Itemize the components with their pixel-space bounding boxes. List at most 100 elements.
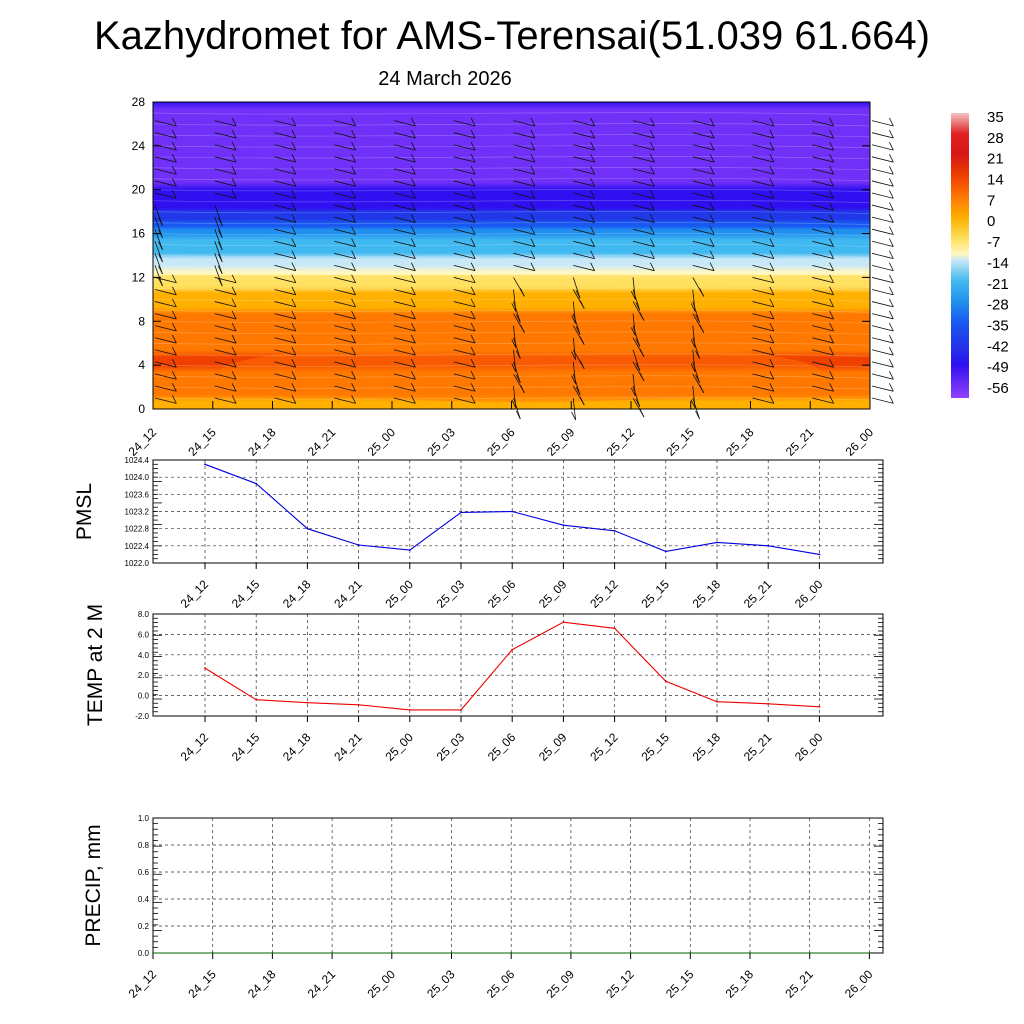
barb-shaft — [812, 132, 834, 139]
barb-shaft — [513, 168, 535, 175]
barb-feather — [410, 310, 416, 320]
barb-shaft — [871, 277, 894, 284]
barb-shaft — [812, 180, 834, 187]
barb-feather — [690, 339, 696, 348]
barb-shaft — [812, 252, 834, 260]
barb-shaft — [692, 192, 715, 199]
barb-feather — [410, 202, 416, 211]
barb-shaft — [632, 385, 641, 408]
field-fill — [153, 102, 870, 409]
contour-line — [152, 134, 871, 138]
colorbar-ramp — [951, 113, 969, 398]
barb-feather — [511, 303, 517, 312]
barb-feather — [470, 298, 476, 308]
barb-feather — [291, 226, 297, 235]
data-point — [331, 952, 333, 954]
barb-shaft — [513, 180, 535, 187]
barb-feather — [829, 322, 834, 332]
contour-line — [152, 386, 871, 390]
barb-shaft — [573, 144, 595, 151]
y-tick-label: 20 — [132, 183, 146, 197]
x-tick-label: 25_21 — [741, 577, 775, 611]
barb-shaft — [871, 385, 894, 392]
barb-shaft — [812, 277, 834, 284]
barb-feather — [470, 190, 476, 199]
barb-shaft — [632, 156, 655, 163]
barb-feather — [699, 288, 705, 297]
barb-shaft — [393, 313, 416, 320]
barb-feather — [888, 334, 894, 344]
barb-feather — [829, 226, 834, 235]
x-tick-label: 25_21 — [782, 967, 816, 1001]
x-tick-label: 25_15 — [663, 425, 697, 459]
barb-shaft — [752, 277, 774, 284]
barb-shaft — [214, 216, 223, 238]
barb-feather — [709, 214, 715, 223]
barb-shaft — [513, 216, 535, 223]
barb-feather — [171, 141, 177, 151]
barb-feather — [630, 291, 636, 300]
barb-feather — [829, 383, 834, 392]
barb-shaft — [632, 313, 636, 336]
data-point — [562, 524, 565, 527]
barb-shaft — [334, 204, 356, 211]
barb-feather — [888, 371, 894, 380]
barb-shaft — [274, 252, 296, 260]
barb-shaft — [812, 325, 834, 332]
barb-shaft — [752, 337, 774, 344]
contour-line — [152, 309, 871, 313]
barb-feather — [829, 129, 834, 139]
barb-shaft — [453, 264, 476, 272]
barb-feather — [769, 322, 775, 332]
colorbar-label: -49 — [987, 359, 1009, 376]
barb-shaft — [752, 313, 774, 320]
barb-feather — [470, 202, 476, 211]
barb-feather — [530, 117, 536, 127]
colorbar: 35 28 21 14 7 0 -7 -14 -21 -28 -35 -42 -49 -56 — [951, 109, 1009, 398]
barb-feather — [709, 190, 715, 199]
barb-feather — [351, 383, 356, 392]
barb-shaft — [393, 228, 416, 235]
barb-shaft — [334, 156, 356, 163]
y-tick-label: 0.8 — [138, 841, 150, 850]
barb-feather — [511, 339, 517, 348]
warm-core — [220, 342, 820, 402]
y-tick-label: 8 — [138, 314, 145, 328]
barb-shaft — [214, 144, 237, 151]
barb-shaft — [871, 156, 894, 163]
barb-feather — [888, 286, 894, 295]
barb-shaft — [632, 216, 655, 223]
barb-feather — [231, 383, 237, 392]
barb-feather — [829, 178, 834, 187]
barb-feather — [231, 190, 237, 199]
barb-feather — [530, 262, 536, 271]
x-tick-label: 25_00 — [382, 577, 416, 611]
barb-feather — [709, 141, 715, 151]
data-point — [716, 541, 718, 544]
x-tick-label: 26_00 — [842, 967, 876, 1001]
data-point — [357, 703, 360, 706]
barb-shaft — [154, 204, 163, 226]
barb-feather — [649, 202, 655, 211]
barb-shaft — [214, 373, 237, 380]
barb-feather — [530, 202, 536, 211]
barb-shaft — [274, 168, 296, 175]
barb-feather — [649, 190, 655, 199]
data-point — [204, 667, 206, 669]
x-tick-label: 24_12 — [178, 577, 212, 611]
barb-feather — [291, 129, 297, 139]
x-tick-label: 24_18 — [280, 730, 314, 764]
barb-feather — [888, 274, 894, 283]
barb-shaft — [871, 337, 894, 344]
data-point — [357, 544, 360, 546]
barb-feather — [520, 288, 525, 297]
x-tick-label: 24_21 — [331, 730, 365, 764]
barb-feather — [769, 250, 775, 259]
barb-shaft — [513, 240, 535, 247]
contour-line — [152, 189, 871, 193]
barb-shaft — [154, 289, 177, 296]
barb-shaft — [572, 277, 581, 299]
barb-shaft — [393, 240, 416, 247]
barb-shaft — [573, 192, 595, 199]
barb-shaft — [513, 325, 517, 348]
